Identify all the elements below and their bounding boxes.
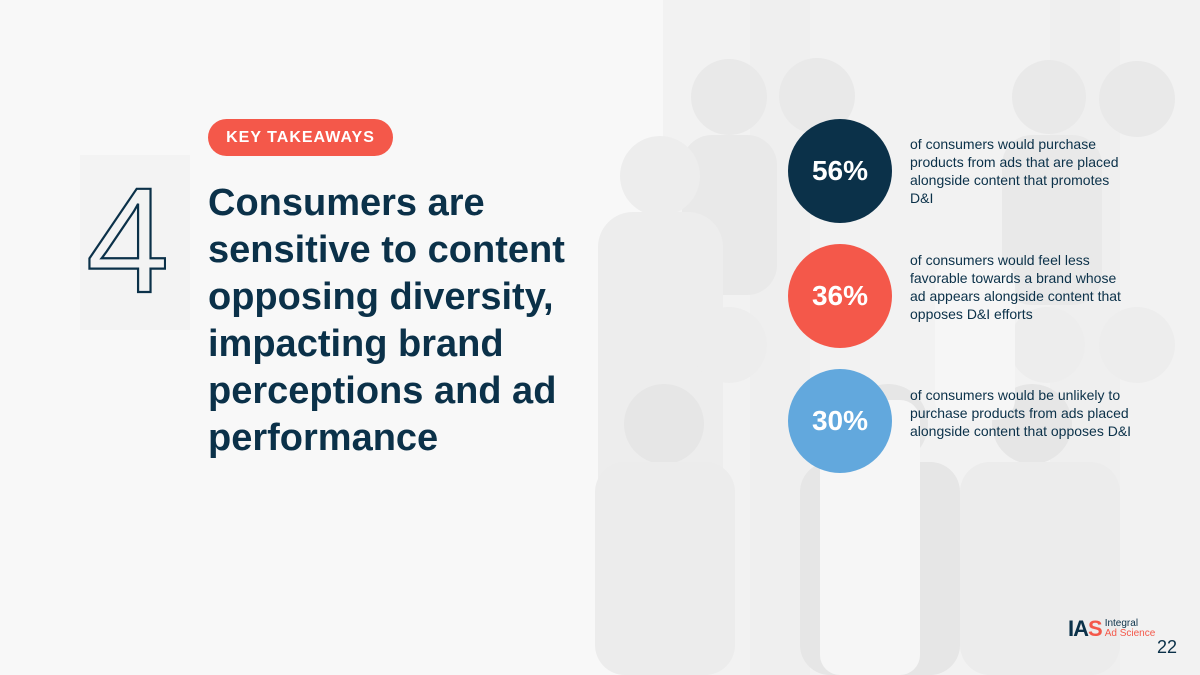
stat-description: of consumers would purchase products fro… <box>910 136 1119 206</box>
takeaway-number-four: 4 <box>86 160 166 310</box>
stat-circle: 30% <box>788 369 892 473</box>
slide-headline: Consumers are sensitive to content oppos… <box>208 182 565 459</box>
stat-circle: 56% <box>788 119 892 223</box>
stat-circle: 36% <box>788 244 892 348</box>
takeaway-number: 4 <box>86 160 166 310</box>
stat-description: of consumers would feel less favorable t… <box>910 252 1121 322</box>
stat-description: of consumers would be unlikely to purcha… <box>910 387 1132 439</box>
logo-mark: IAS <box>1068 616 1103 641</box>
logo-wordmark: Integral Ad Science <box>1104 618 1156 639</box>
key-takeaways-badge: KEY TAKEAWAYS <box>208 119 393 156</box>
number-backdrop <box>80 155 190 330</box>
page-number: 22 <box>1157 637 1178 657</box>
ias-logo: IAS Integral Ad Science <box>1068 616 1155 642</box>
